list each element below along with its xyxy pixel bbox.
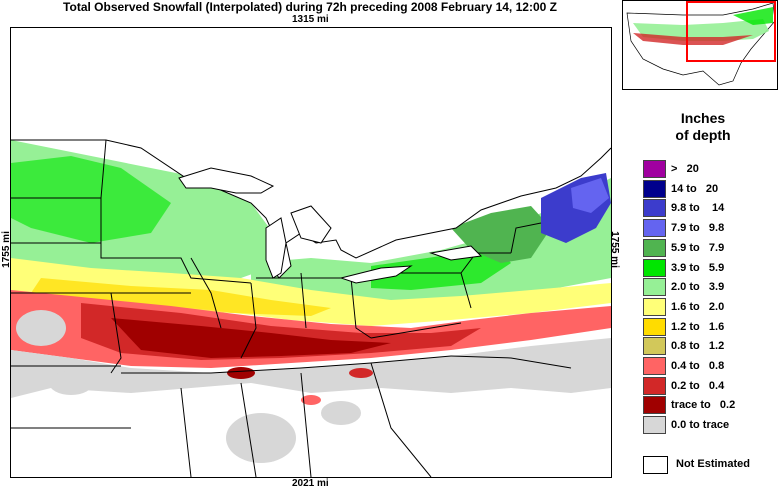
legend-not-estimated-label: Not Estimated (676, 458, 750, 470)
locator-inset-map (622, 0, 778, 90)
legend-swatch (643, 317, 666, 336)
legend-label: 5.9 to 7.9 (671, 241, 725, 254)
legend-label: 0.8 to 1.2 (671, 340, 725, 353)
legend-not-estimated: Not Estimated (643, 456, 773, 476)
legend-item: 0.4 to 0.8 (643, 357, 773, 376)
legend-item: 2.0 to 3.9 (643, 278, 773, 297)
legend-swatch (643, 396, 666, 415)
legend-swatch (643, 238, 666, 257)
legend-swatch (643, 278, 666, 297)
legend-label: > 20 (671, 163, 699, 175)
legend-label: 7.9 to 9.8 (671, 222, 725, 235)
great-lakes (178, 167, 483, 284)
legend-label: 9.8 to 14 (671, 202, 725, 215)
legend-label: 2.0 to 3.9 (671, 281, 725, 294)
legend-swatch (643, 258, 666, 277)
legend-title: Inches of depth (640, 110, 766, 144)
legend-swatch (643, 357, 666, 375)
snowfall-map-svg (11, 139, 611, 477)
legend-not-estimated-swatch (643, 456, 668, 474)
legend-label: 14 to 20 (671, 182, 719, 195)
legend-item: 0.0 to trace (643, 416, 773, 435)
legend-label: trace to 0.2 (671, 399, 736, 412)
legend-swatch (643, 199, 666, 218)
legend-swatch (643, 160, 666, 178)
inset-highlight-box (686, 1, 776, 62)
legend-item: 1.6 to 2.0 (643, 297, 773, 317)
snowfall-map[interactable] (10, 27, 612, 478)
legend-item: > 20 (643, 160, 773, 179)
legend-swatch (643, 219, 666, 238)
legend-swatch (643, 297, 666, 316)
map-title: Total Observed Snowfall (Interpolated) d… (63, 0, 557, 14)
distance-label-top: 1315 mi (292, 14, 329, 25)
distance-label-bottom: 2021 mi (292, 478, 329, 489)
legend-item: 1.2 to 1.6 (643, 317, 773, 337)
legend-label: 1.6 to 2.0 (671, 300, 725, 313)
legend-item: 9.8 to 14 (643, 199, 773, 218)
legend-label: 0.0 to trace (671, 419, 730, 432)
legend-title-line2: of depth (675, 127, 731, 143)
inset-svg (626, 1, 776, 86)
legend-swatch (643, 179, 666, 198)
legend-item: 0.2 to 0.4 (643, 376, 773, 396)
snowfall-fields (11, 140, 611, 477)
legend-swatch (643, 376, 666, 395)
legend-label: 0.4 to 0.8 (671, 360, 725, 372)
legend-swatch (643, 337, 666, 356)
legend-item: 5.9 to 7.9 (643, 238, 773, 258)
legend-item: 0.8 to 1.2 (643, 337, 773, 356)
legend-item: trace to 0.2 (643, 396, 773, 415)
legend-label: 3.9 to 5.9 (671, 261, 725, 274)
legend-label: 1.2 to 1.6 (671, 320, 725, 333)
legend-label: 0.2 to 0.4 (671, 379, 725, 392)
legend-item: 7.9 to 9.8 (643, 219, 773, 238)
legend-item: 14 to 20 (643, 179, 773, 199)
legend-item: 3.9 to 5.9 (643, 258, 773, 278)
legend-title-line1: Inches (680, 110, 726, 126)
legend-swatch (643, 416, 666, 435)
